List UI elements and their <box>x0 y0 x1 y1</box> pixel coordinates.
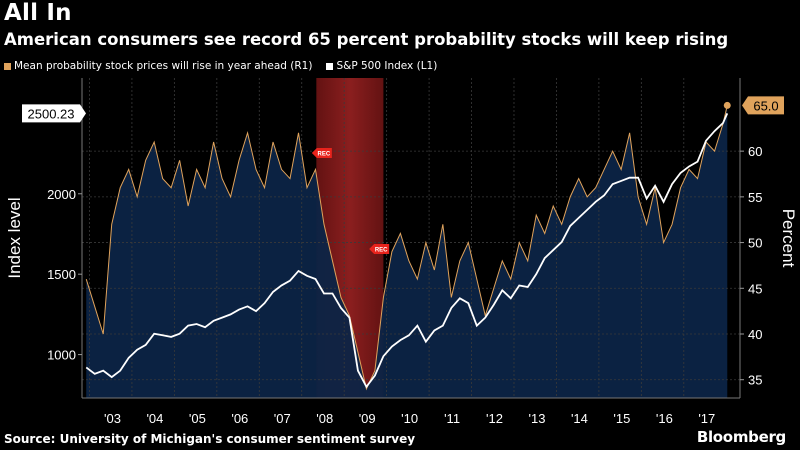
x-tick-label: '04 <box>146 411 163 426</box>
left-tick-label: 1000 <box>47 348 76 363</box>
x-tick-label: '17 <box>698 411 715 426</box>
right-tick-label: 40 <box>748 327 762 342</box>
legend-label-probability: Mean probability stock prices will rise … <box>14 60 313 72</box>
legend-item-sp500: S&P 500 Index (L1) <box>326 60 437 72</box>
sp500-last-value-box <box>22 104 86 123</box>
x-tick-label: '08 <box>316 411 333 426</box>
right-tick-label: 60 <box>748 144 762 159</box>
right-tick-label: 55 <box>748 190 762 205</box>
x-tick-label: '14 <box>571 411 588 426</box>
x-tick-label: '15 <box>613 411 630 426</box>
x-tick-label: '03 <box>104 411 121 426</box>
probability-last-value-box <box>742 96 784 115</box>
left-tick-label: 1500 <box>47 267 76 282</box>
recession-marker-label: REC <box>318 151 331 157</box>
x-tick-label: '12 <box>486 411 503 426</box>
left-axis-title: Index level <box>5 197 24 278</box>
probability-last-value: 65.0 <box>753 98 778 113</box>
legend-label-sp500: S&P 500 Index (L1) <box>336 60 438 72</box>
chart-title: All In <box>4 0 72 26</box>
probability-area <box>86 105 728 398</box>
chart-subtitle: American consumers see record 65 percent… <box>4 30 729 49</box>
bloomberg-logo: Bloomberg <box>696 428 786 446</box>
x-tick-label: '06 <box>231 411 248 426</box>
recession-marker <box>369 243 390 254</box>
legend-swatch-sp500 <box>326 62 334 70</box>
sp500-last-value: 2500.23 <box>28 106 75 121</box>
recession-marker-label: REC <box>375 247 388 253</box>
x-tick-label: '13 <box>529 411 546 426</box>
x-tick-label: '16 <box>656 411 673 426</box>
left-tick-label: 2000 <box>47 187 76 202</box>
right-axis-title: Percent <box>779 209 798 268</box>
x-tick-label: '09 <box>359 411 376 426</box>
x-tick-label: '10 <box>401 411 418 426</box>
legend: Mean probability stock prices will rise … <box>4 60 445 72</box>
source-note: Source: University of Michigan's consume… <box>4 432 416 446</box>
sp500-line <box>85 112 729 389</box>
x-tick-label: '07 <box>274 411 291 426</box>
right-tick-label: 45 <box>748 281 762 296</box>
right-tick-label: 50 <box>748 236 762 251</box>
x-tick-label: '05 <box>189 411 206 426</box>
probability-last-point <box>723 101 731 109</box>
right-tick-label: 35 <box>748 373 762 388</box>
x-tick-label: '11 <box>444 411 460 426</box>
legend-item-probability: Mean probability stock prices will rise … <box>4 60 312 72</box>
recession-marker <box>311 147 332 158</box>
probability-line <box>85 105 728 391</box>
legend-swatch-probability <box>4 62 11 70</box>
